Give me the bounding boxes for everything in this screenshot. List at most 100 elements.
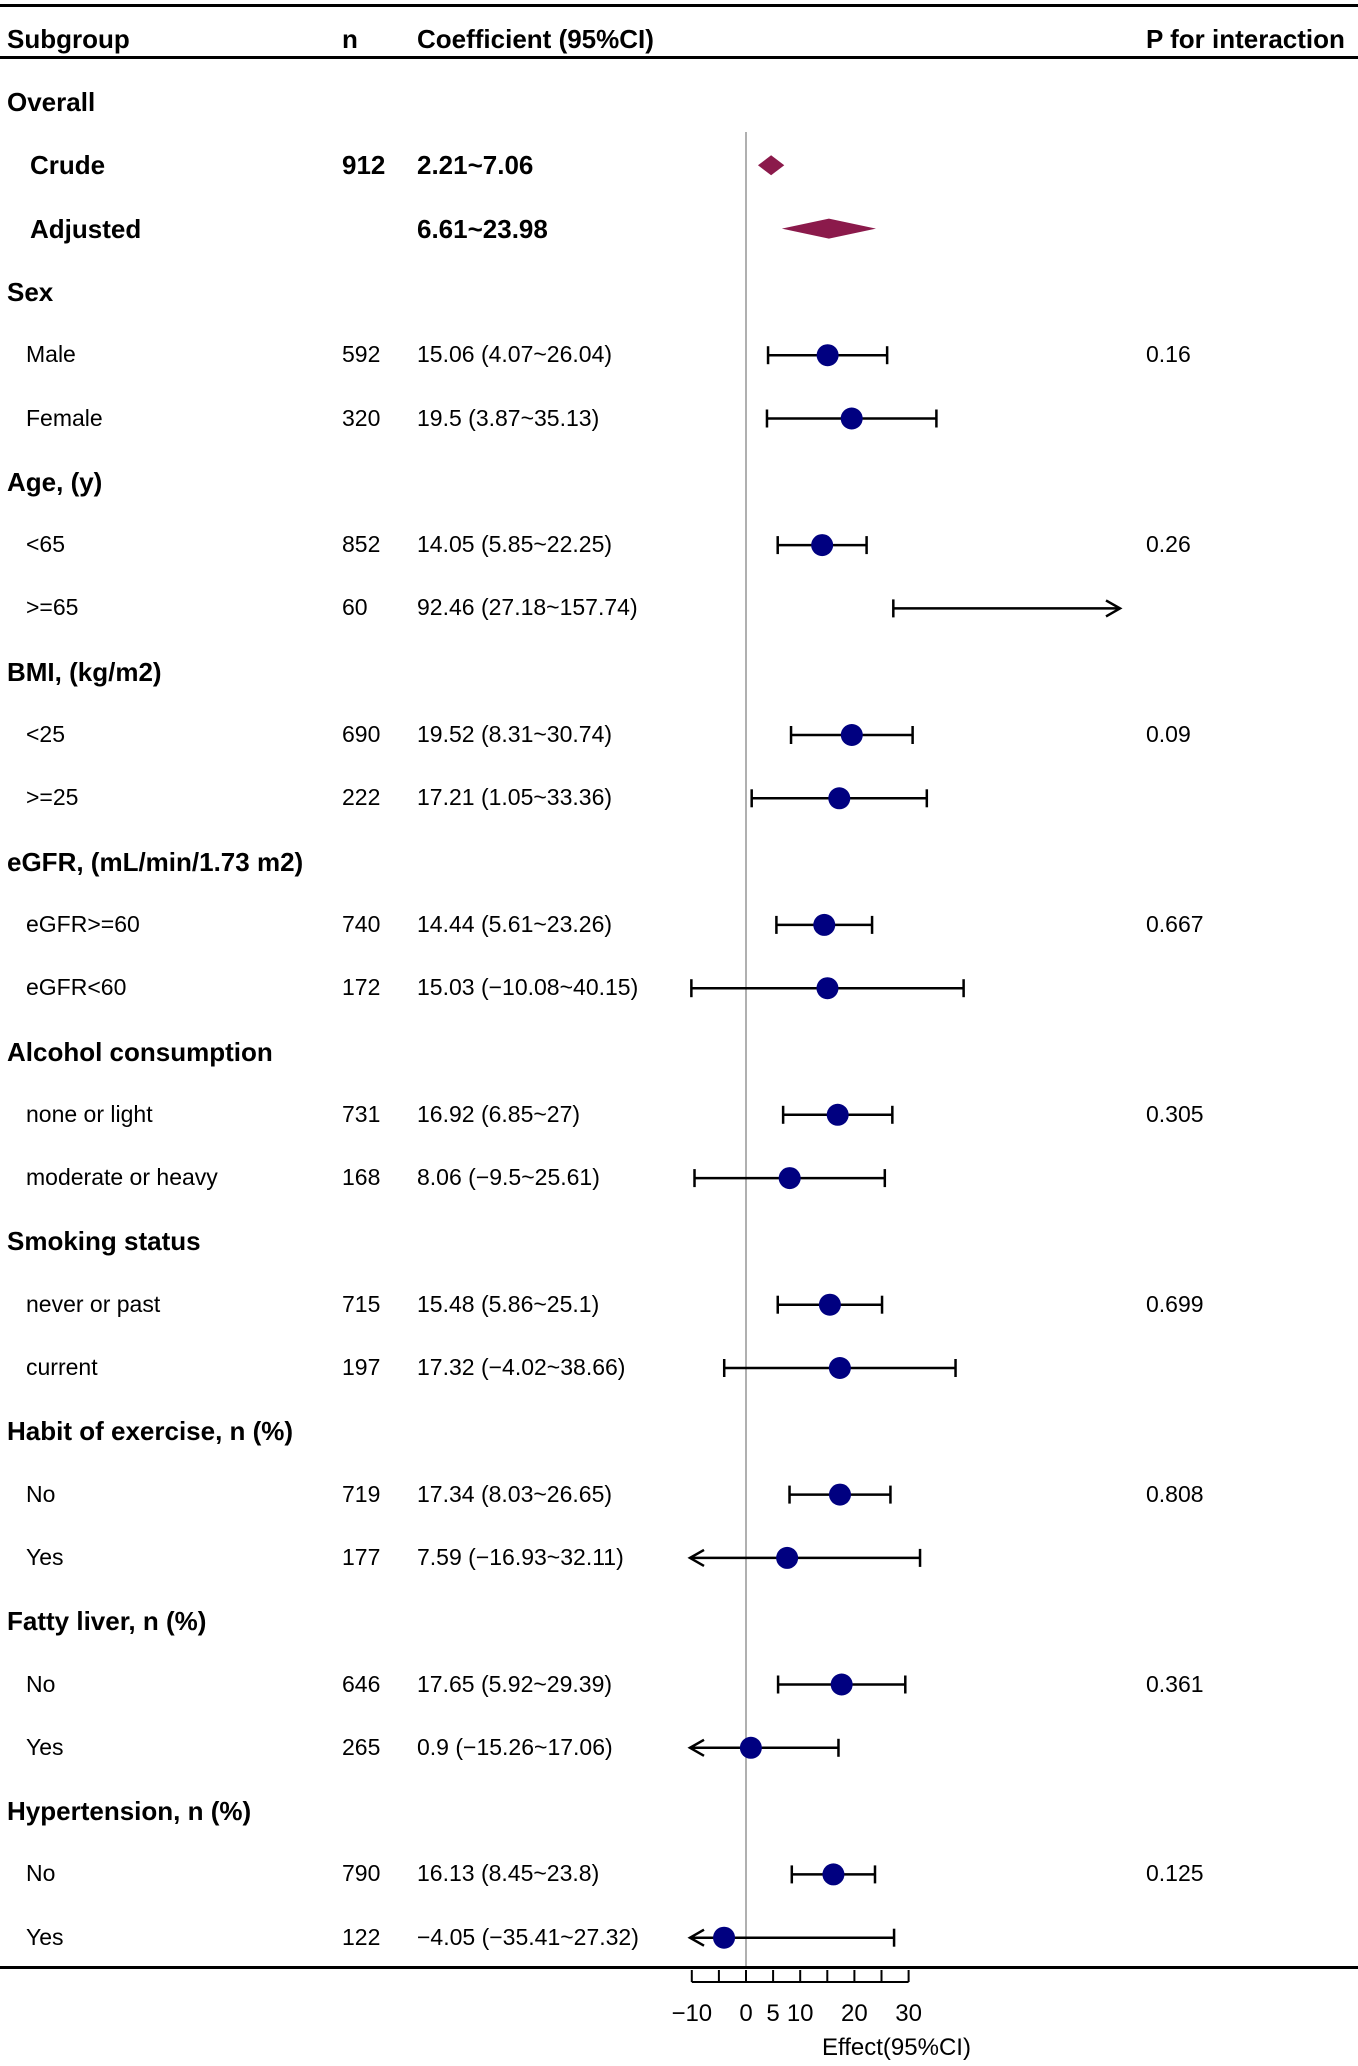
subgroup-n: 222 <box>342 784 381 811</box>
subgroup-label: <65 <box>26 531 66 558</box>
coefficient-text: 17.32 (−4.02~38.66) <box>417 1354 626 1380</box>
subgroup-label: current <box>26 1354 98 1380</box>
subgroup-n: 168 <box>342 1164 381 1191</box>
subgroup-n: 852 <box>342 531 381 558</box>
subgroup-n: 715 <box>342 1290 381 1317</box>
p-interaction-value: 0.808 <box>1146 1480 1204 1507</box>
coefficient-text: 16.92 (6.85~27) <box>417 1100 581 1127</box>
overall-ci-text: 6.61~23.98 <box>417 213 548 244</box>
overall-ci-text: 2.21~7.06 <box>417 150 534 181</box>
group-label: Alcohol consumption <box>7 1036 273 1067</box>
header-rule <box>0 56 1358 59</box>
subgroup-n: 592 <box>342 341 381 368</box>
point-estimate <box>830 1673 853 1696</box>
x-tick-label: −10 <box>671 2000 713 2027</box>
p-interaction-value: 0.699 <box>1146 1290 1204 1317</box>
subgroup-label: No <box>26 1670 56 1697</box>
group-label: Overall <box>7 87 96 117</box>
subgroup-label: Yes <box>26 1543 64 1570</box>
point-estimate <box>828 1483 851 1506</box>
header-coefficient: Coefficient (95%CI) <box>417 24 654 54</box>
subgroup-n: 122 <box>342 1923 381 1950</box>
subgroup-label: Yes <box>26 1733 64 1760</box>
p-interaction-value: 0.361 <box>1146 1670 1204 1697</box>
point-estimate <box>739 1736 762 1759</box>
group-label: Habit of exercise, n (%) <box>7 1416 294 1447</box>
coefficient-text: 15.03 (−10.08~40.15) <box>417 974 639 1001</box>
subgroup-n: 719 <box>342 1480 381 1507</box>
x-tick-label: 10 <box>786 2000 814 2027</box>
subgroup-label: >=25 <box>26 784 79 811</box>
p-interaction-value: 0.305 <box>1146 1100 1204 1127</box>
subgroup-n: 646 <box>342 1670 381 1697</box>
point-estimate <box>713 1926 736 1949</box>
point-estimate <box>818 1293 841 1316</box>
p-interaction-value: 0.09 <box>1146 721 1191 747</box>
overall-diamond <box>781 218 876 239</box>
subgroup-n: 790 <box>342 1860 381 1887</box>
coefficient-text: −4.05 (−35.41~27.32) <box>417 1923 639 1950</box>
point-estimate <box>776 1546 799 1569</box>
point-estimate <box>811 534 834 557</box>
subgroup-label: eGFR<60 <box>26 974 127 1001</box>
subgroup-label: Female <box>26 404 103 431</box>
p-interaction-value: 0.667 <box>1146 910 1204 937</box>
coefficient-text: 17.34 (8.03~26.65) <box>417 1480 613 1507</box>
x-tick-label: 20 <box>841 2000 868 2027</box>
subgroup-n: 172 <box>342 974 381 1001</box>
point-estimate <box>840 407 863 430</box>
top-rule <box>0 4 1358 7</box>
subgroup-n: 740 <box>342 910 381 937</box>
coefficient-text: 0.9 (−15.26~17.06) <box>417 1733 613 1760</box>
ci-arrow-left <box>687 1928 705 1947</box>
point-estimate <box>828 787 851 810</box>
ci-arrow-right <box>1105 599 1123 618</box>
point-estimate <box>778 1167 801 1190</box>
subgroup-n: 265 <box>342 1733 381 1760</box>
x-tick-label: 5 <box>766 2000 780 2027</box>
subgroup-label: moderate or heavy <box>26 1164 218 1191</box>
coefficient-text: 92.46 (27.18~157.74) <box>417 594 638 621</box>
subgroup-label: <25 <box>26 721 66 747</box>
coefficient-text: 7.59 (−16.93~32.11) <box>417 1543 624 1570</box>
subgroup-n: 177 <box>342 1543 381 1570</box>
p-interaction-value: 0.26 <box>1146 531 1191 558</box>
point-estimate <box>840 724 863 746</box>
coefficient-text: 14.44 (5.61~23.26) <box>417 910 613 937</box>
subgroup-label: none or light <box>26 1100 153 1127</box>
x-axis-label: Effect(95%CI) <box>822 2034 971 2061</box>
point-estimate <box>813 913 836 936</box>
subgroup-n: 731 <box>342 1100 381 1127</box>
subgroup-label: Yes <box>26 1923 64 1950</box>
group-label: Age, (y) <box>7 466 103 497</box>
subgroup-label: No <box>26 1480 56 1507</box>
p-interaction-value: 0.125 <box>1146 1860 1204 1887</box>
group-label: Hypertension, n (%) <box>7 1796 252 1827</box>
coefficient-text: 15.48 (5.86~25.1) <box>417 1290 600 1317</box>
subgroup-label: never or past <box>26 1290 161 1317</box>
subgroup-label: eGFR>=60 <box>26 910 140 937</box>
coefficient-text: 19.5 (3.87~35.13) <box>417 404 600 431</box>
subgroup-n: 320 <box>342 404 381 431</box>
subgroup-n: 690 <box>342 721 381 747</box>
ci-arrow-left <box>687 1548 705 1567</box>
ci-arrow-left <box>687 1738 705 1757</box>
group-label: eGFR, (mL/min/1.73 m2) <box>7 846 304 877</box>
point-estimate <box>828 1357 851 1379</box>
coefficient-text: 16.13 (8.45~23.8) <box>417 1860 600 1887</box>
header-p-interaction: P for interaction <box>1146 24 1345 54</box>
point-estimate <box>826 1103 849 1126</box>
group-label: Fatty liver, n (%) <box>7 1606 207 1637</box>
point-estimate <box>822 1863 845 1886</box>
overall-label: Adjusted <box>30 213 142 244</box>
point-estimate <box>816 344 839 367</box>
x-tick-label: 0 <box>739 2000 753 2027</box>
coefficient-text: 14.05 (5.85~22.25) <box>417 531 613 558</box>
subgroup-label: >=65 <box>26 594 79 621</box>
subgroup-label: Male <box>26 341 76 368</box>
x-tick-label: 30 <box>895 2000 922 2027</box>
coefficient-text: 8.06 (−9.5~25.61) <box>417 1164 600 1191</box>
subgroup-n: 197 <box>342 1354 381 1380</box>
coefficient-text: 19.52 (8.31~30.74) <box>417 721 613 747</box>
